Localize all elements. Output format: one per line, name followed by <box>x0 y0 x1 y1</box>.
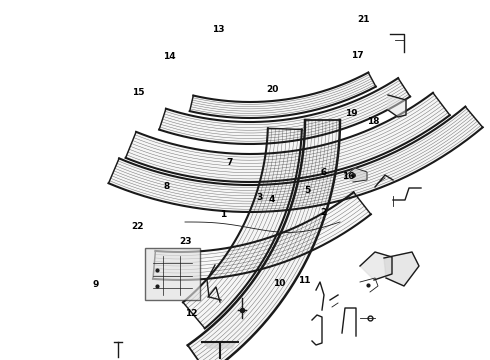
Text: 2: 2 <box>320 208 326 217</box>
Polygon shape <box>159 78 410 144</box>
FancyBboxPatch shape <box>145 248 200 300</box>
Text: 15: 15 <box>132 88 145 97</box>
Text: 1: 1 <box>220 210 226 219</box>
Text: 6: 6 <box>320 167 326 176</box>
Text: 12: 12 <box>185 309 197 318</box>
Text: 5: 5 <box>305 186 311 195</box>
Polygon shape <box>153 192 371 280</box>
Text: 14: 14 <box>163 52 175 61</box>
Text: 19: 19 <box>345 109 358 118</box>
Text: 13: 13 <box>212 25 224 34</box>
Text: 21: 21 <box>357 15 370 24</box>
Text: 16: 16 <box>342 172 354 181</box>
Text: 9: 9 <box>92 280 99 289</box>
Polygon shape <box>204 342 236 348</box>
Polygon shape <box>188 120 340 360</box>
Polygon shape <box>183 128 302 328</box>
Text: 23: 23 <box>179 238 192 247</box>
Text: 10: 10 <box>273 279 286 288</box>
Text: 8: 8 <box>164 182 170 191</box>
Text: 17: 17 <box>351 51 364 60</box>
Text: 18: 18 <box>367 117 380 126</box>
Polygon shape <box>388 95 406 117</box>
Text: 7: 7 <box>226 158 233 167</box>
Polygon shape <box>109 107 483 212</box>
Polygon shape <box>190 72 376 118</box>
Polygon shape <box>384 252 419 286</box>
Text: 4: 4 <box>269 195 275 204</box>
Polygon shape <box>360 252 392 280</box>
Text: 11: 11 <box>297 276 310 284</box>
Text: 22: 22 <box>131 222 144 231</box>
Polygon shape <box>345 168 367 182</box>
Text: 20: 20 <box>266 85 279 94</box>
Polygon shape <box>125 93 450 182</box>
Text: 3: 3 <box>257 193 263 202</box>
